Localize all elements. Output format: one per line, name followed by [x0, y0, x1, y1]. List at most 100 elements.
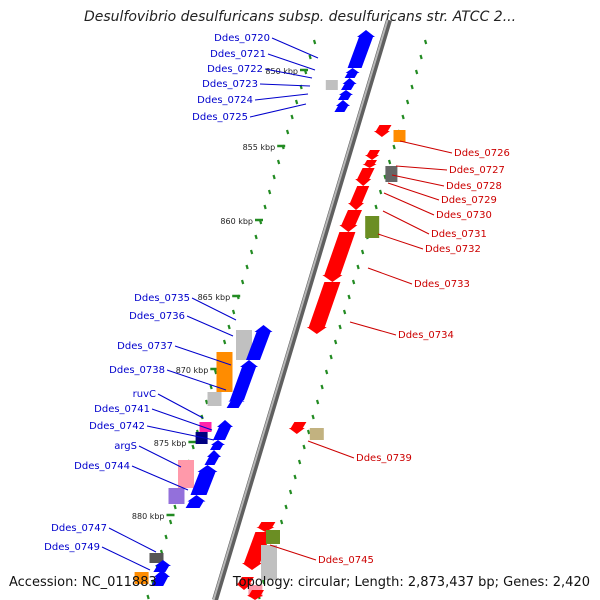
gene-reverse[interactable]: [306, 282, 341, 334]
label-leader: [146, 425, 215, 441]
gene-label-forward[interactable]: Ddes_0741: [94, 404, 150, 415]
gene-reverse[interactable]: [355, 168, 375, 186]
trna-feature[interactable]: [365, 216, 380, 238]
pseudo-feature[interactable]: [134, 572, 149, 584]
gene-label-reverse[interactable]: Ddes_0730: [436, 210, 492, 221]
gene-forward[interactable]: [246, 325, 273, 360]
scale-tick: [290, 114, 294, 120]
rna-feature[interactable]: [236, 330, 252, 360]
scale-tick: [284, 504, 288, 510]
gene-reverse[interactable]: [322, 232, 356, 282]
scale-tick: [351, 279, 356, 285]
gene-forward[interactable]: [204, 450, 222, 465]
gene-label-reverse[interactable]: Ddes_0739: [356, 453, 412, 464]
gene-label-forward[interactable]: argS: [114, 441, 137, 452]
label-leader: [254, 93, 309, 101]
label-leader: [383, 192, 435, 216]
gene-reverse[interactable]: [256, 522, 276, 532]
map-title: Desulfovibrio desulfuricans subsp. desul…: [83, 9, 517, 25]
gene-reverse[interactable]: [242, 532, 272, 570]
gene-label-forward[interactable]: Ddes_0722: [207, 64, 263, 75]
gene-forward[interactable]: [344, 68, 360, 78]
scale-tick: [263, 204, 267, 210]
gene-forward[interactable]: [347, 30, 375, 68]
gene-label-forward[interactable]: Ddes_0724: [197, 95, 253, 106]
gene-reverse[interactable]: [339, 210, 362, 232]
label-leader: [174, 345, 232, 366]
scale-tick: [293, 474, 297, 480]
gene-label-forward[interactable]: Ddes_0720: [214, 33, 270, 44]
gene-label-reverse[interactable]: Ddes_0732: [425, 244, 481, 255]
gene-forward[interactable]: [151, 570, 170, 586]
gene-reverse[interactable]: [348, 186, 370, 210]
gene-label-forward[interactable]: Ddes_0738: [109, 365, 165, 376]
gene-label-reverse[interactable]: Ddes_0727: [449, 165, 505, 176]
gene-forward[interactable]: [185, 495, 206, 508]
gene-reverse[interactable]: [288, 422, 307, 434]
gene-forward[interactable]: [226, 395, 245, 408]
gene-label-forward[interactable]: Ddes_0742: [89, 421, 145, 432]
gene-label-forward[interactable]: Ddes_0735: [134, 293, 190, 304]
pseudo-feature[interactable]: [216, 352, 233, 392]
gene-label-reverse[interactable]: Ddes_0729: [441, 195, 497, 206]
gene-reverse[interactable]: [373, 125, 392, 137]
gene-reverse[interactable]: [362, 160, 377, 168]
feature[interactable]: [168, 488, 185, 504]
feature[interactable]: [199, 422, 212, 432]
gene-label-forward[interactable]: Ddes_0737: [117, 341, 173, 352]
feature[interactable]: [195, 432, 208, 444]
gene-forward[interactable]: [341, 78, 357, 90]
rna-feature[interactable]: [261, 545, 277, 580]
scale-label: 865 kbp: [198, 293, 231, 302]
gene-forward[interactable]: [153, 560, 171, 572]
scale-tick: [209, 384, 213, 390]
gene-label-forward[interactable]: Ddes_0749: [44, 542, 100, 553]
other-feature[interactable]: [385, 166, 398, 182]
gene-label-reverse[interactable]: Ddes_0731: [431, 229, 487, 240]
label-leader: [382, 210, 430, 235]
scale-tick: [374, 204, 378, 210]
gene-reverse[interactable]: [247, 590, 264, 600]
gene-label-reverse[interactable]: Ddes_0745: [318, 555, 374, 566]
label-leader: [186, 315, 234, 337]
gene-forward[interactable]: [190, 465, 218, 495]
gene-label-forward[interactable]: Ddes_0736: [129, 311, 185, 322]
scale-label: 875 kbp: [154, 439, 187, 448]
gene-forward[interactable]: [334, 100, 350, 112]
gene-forward[interactable]: [338, 90, 353, 100]
scale-tick: [204, 399, 209, 405]
gene-forward[interactable]: [213, 420, 233, 440]
gene-label-forward[interactable]: Ddes_0725: [192, 112, 248, 123]
scale-label: 850 kbp: [265, 67, 298, 76]
gene-label-reverse[interactable]: Ddes_0726: [454, 148, 510, 159]
gene-label-forward[interactable]: Ddes_0723: [202, 79, 258, 90]
gene-label-forward[interactable]: Ddes_0721: [210, 49, 266, 60]
gene-label-forward[interactable]: Ddes_0744: [74, 461, 130, 472]
scale-label: 880 kbp: [132, 512, 165, 521]
scale-label: 860 kbp: [220, 217, 253, 226]
pseudo-feature[interactable]: [393, 130, 406, 142]
scale-tick: [338, 324, 342, 330]
scale-tick: [227, 324, 231, 330]
gene-label-reverse[interactable]: Ddes_0733: [414, 279, 470, 290]
gene-label-forward[interactable]: Ddes_0747: [51, 523, 107, 534]
scale-tick: [312, 39, 317, 45]
gene-reverse[interactable]: [365, 150, 380, 160]
scale-tick: [324, 369, 329, 375]
rna-feature[interactable]: [325, 80, 338, 90]
scale-tick: [320, 384, 324, 390]
scale-tick: [302, 444, 306, 450]
other-feature[interactable]: [309, 428, 324, 440]
gene-label-reverse[interactable]: Ddes_0734: [398, 330, 454, 341]
trna-feature[interactable]: [266, 530, 280, 544]
scale-tick: [378, 189, 383, 195]
gene-forward[interactable]: [230, 360, 258, 400]
gene-label-reverse[interactable]: Ddes_0728: [446, 181, 502, 192]
rna-feature[interactable]: [207, 392, 222, 406]
other-feature[interactable]: [149, 553, 164, 563]
gene-reverse[interactable]: [236, 577, 254, 590]
gene-forward[interactable]: [210, 440, 225, 450]
gene-label-forward[interactable]: ruvC: [133, 389, 156, 400]
feature[interactable]: [178, 460, 194, 488]
